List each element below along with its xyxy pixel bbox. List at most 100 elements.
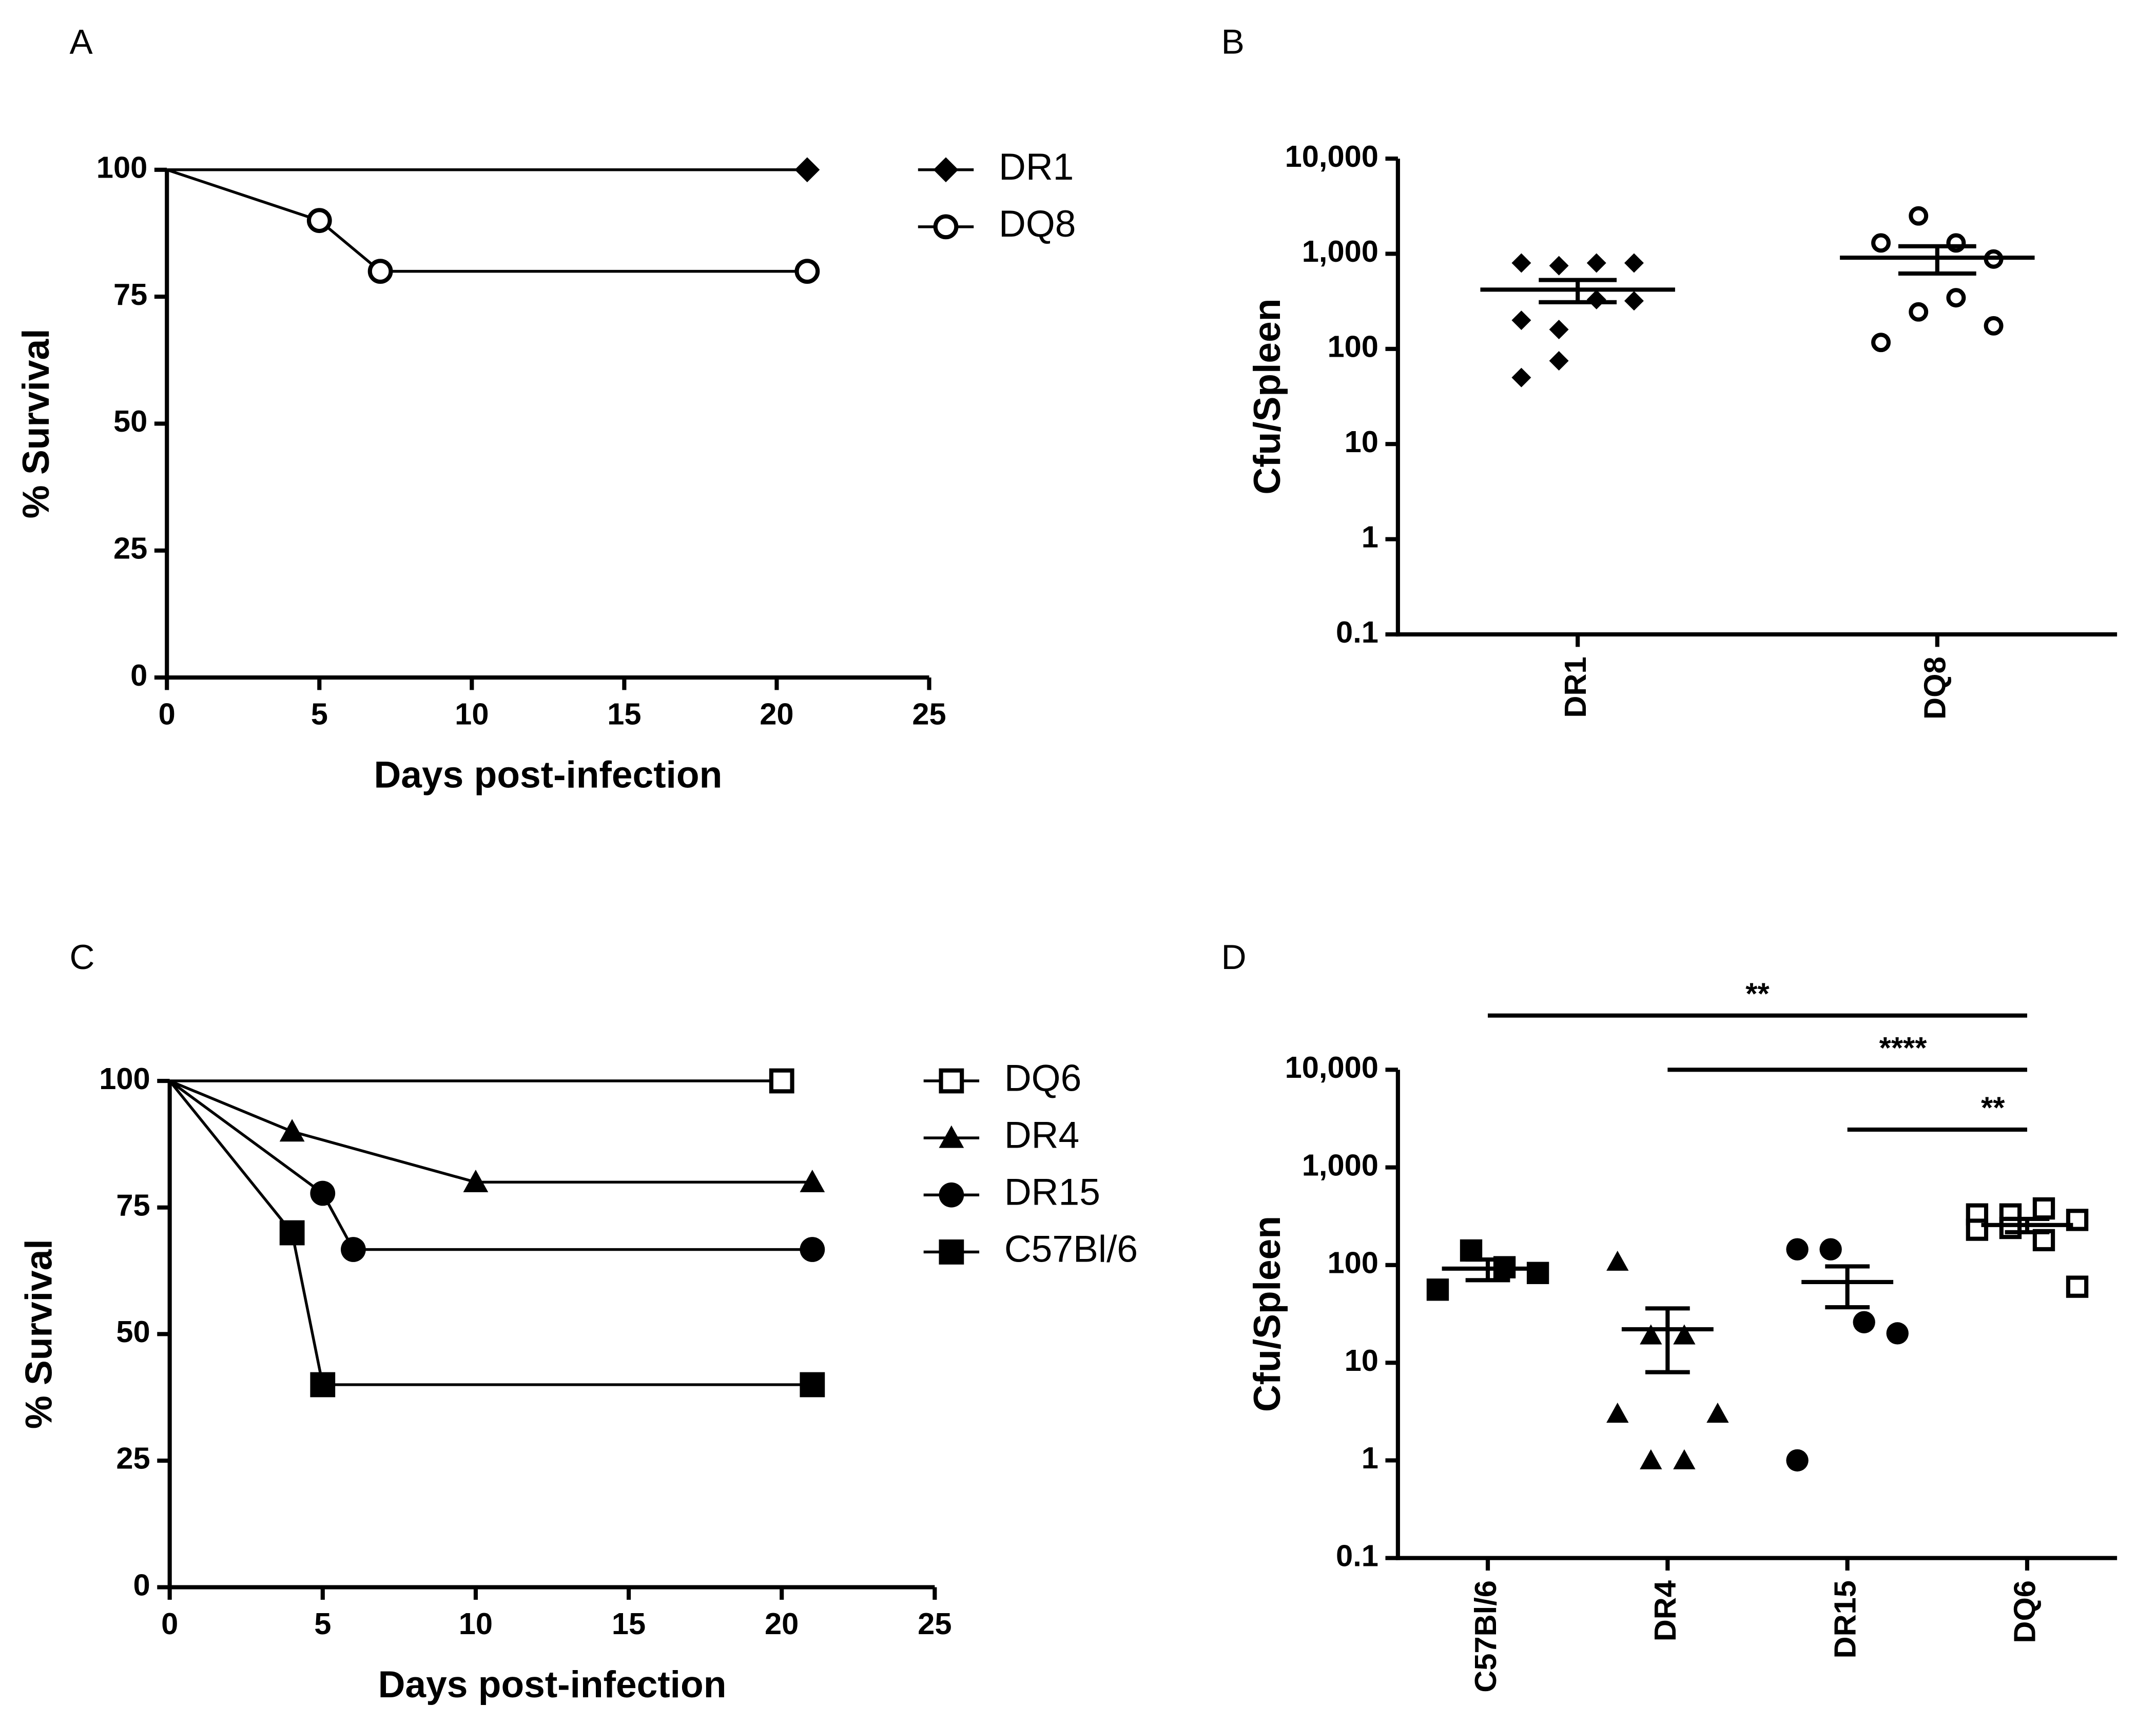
marker [1673, 1449, 1696, 1469]
marker [1673, 1324, 1696, 1345]
marker [1624, 291, 1644, 311]
marker [2032, 1197, 2055, 1220]
marker [1606, 1250, 1629, 1271]
significance-label: ** [1981, 1091, 2005, 1125]
marker [1426, 1278, 1449, 1301]
marker [367, 259, 393, 284]
legend-label: DQ6 [1004, 1057, 1081, 1099]
y-axis-label: % Survival [18, 1239, 60, 1429]
marker [1511, 367, 1531, 387]
sem-bar [2005, 1216, 2050, 1234]
x-tick-label: 0 [161, 1606, 178, 1641]
marker [1909, 302, 1929, 322]
marker [341, 1237, 366, 1262]
marker [1946, 288, 1966, 308]
marker [1511, 253, 1531, 273]
marker [800, 1237, 825, 1262]
legend-label: DQ8 [999, 203, 1076, 245]
survival-line [168, 1080, 812, 1386]
marker [939, 1182, 964, 1208]
marker [1871, 233, 1891, 253]
x-axis-label: Days post-infection [374, 753, 722, 796]
y-tick-label: 100 [1327, 330, 1378, 364]
marker [1606, 1402, 1629, 1423]
marker [1786, 1449, 1809, 1472]
x-tick-label: 25 [918, 1606, 951, 1641]
marker [1984, 316, 2004, 336]
category-label: DQ8 [1918, 656, 1952, 720]
significance-label: **** [1879, 1031, 1928, 1065]
category-label: DR1 [1558, 656, 1592, 718]
survival-line [166, 168, 807, 273]
legend-label: DR4 [1004, 1114, 1079, 1156]
marker [306, 208, 332, 234]
panel-label: A [70, 23, 93, 62]
x-tick-label: 10 [459, 1606, 493, 1641]
marker [800, 1372, 825, 1398]
y-tick-label: 100 [99, 1061, 150, 1096]
marker [1526, 1262, 1549, 1284]
x-tick-label: 15 [607, 697, 641, 731]
panel-label: C [70, 938, 95, 977]
y-tick-label: 100 [96, 150, 147, 185]
y-tick-label: 100 [1327, 1246, 1378, 1280]
marker [279, 1220, 305, 1246]
category-label: DQ6 [2008, 1580, 2042, 1643]
y-axis-label: Cfu/Spleen [1246, 1216, 1288, 1412]
y-tick-label: 10 [1345, 424, 1378, 459]
y-tick-label: 25 [116, 1441, 150, 1476]
marker [463, 1169, 489, 1192]
sem-bar [1825, 1264, 1870, 1310]
sem-bar [1898, 244, 1976, 276]
marker [2066, 1209, 2089, 1231]
x-tick-label: 25 [912, 697, 946, 731]
sem-bar [1465, 1257, 1510, 1283]
category-label: DR15 [1828, 1580, 1862, 1658]
marker [1706, 1402, 1729, 1423]
marker [800, 1169, 825, 1192]
marker [1909, 206, 1929, 226]
marker [1871, 333, 1891, 353]
survival-line [169, 1079, 812, 1251]
marker [1511, 311, 1531, 331]
marker [1819, 1238, 1842, 1261]
y-tick-label: 10 [1345, 1343, 1378, 1378]
sem-bar [1539, 278, 1617, 304]
marker [1624, 253, 1644, 273]
y-tick-label: 25 [113, 531, 147, 565]
marker [310, 1372, 336, 1398]
y-tick-label: 0 [130, 658, 147, 692]
survival-line [169, 1079, 812, 1184]
x-tick-label: 0 [159, 697, 176, 731]
x-tick-label: 20 [765, 1606, 799, 1641]
x-tick-label: 20 [760, 697, 793, 731]
marker [1640, 1449, 1662, 1469]
y-tick-label: 1,000 [1302, 1148, 1378, 1182]
marker [939, 1239, 964, 1265]
y-tick-label: 75 [116, 1188, 150, 1222]
marker [1853, 1311, 1875, 1333]
marker [1886, 1322, 1909, 1345]
y-axis-label: Cfu/Spleen [1246, 299, 1288, 495]
marker [1786, 1238, 1809, 1261]
marker [1640, 1324, 1662, 1345]
legend-label: DR1 [999, 146, 1074, 188]
marker [1549, 351, 1569, 371]
y-tick-label: 10,000 [1285, 1050, 1378, 1084]
y-tick-label: 0 [133, 1567, 150, 1602]
y-tick-label: 1 [1362, 519, 1378, 554]
marker [1586, 289, 1606, 309]
y-tick-label: 0.1 [1336, 1538, 1378, 1573]
panel-label: B [1221, 23, 1245, 62]
x-tick-label: 5 [311, 697, 328, 731]
y-tick-label: 10,000 [1285, 139, 1378, 173]
y-axis-label: % Survival [15, 328, 57, 518]
significance-label: ** [1745, 976, 1770, 1011]
sem-bar [1645, 1306, 1690, 1374]
y-tick-label: 1,000 [1302, 234, 1378, 268]
marker [933, 214, 959, 240]
legend-label: DR15 [1004, 1171, 1100, 1213]
y-tick-label: 50 [116, 1314, 150, 1349]
y-tick-label: 75 [113, 277, 147, 312]
marker [1549, 320, 1569, 339]
